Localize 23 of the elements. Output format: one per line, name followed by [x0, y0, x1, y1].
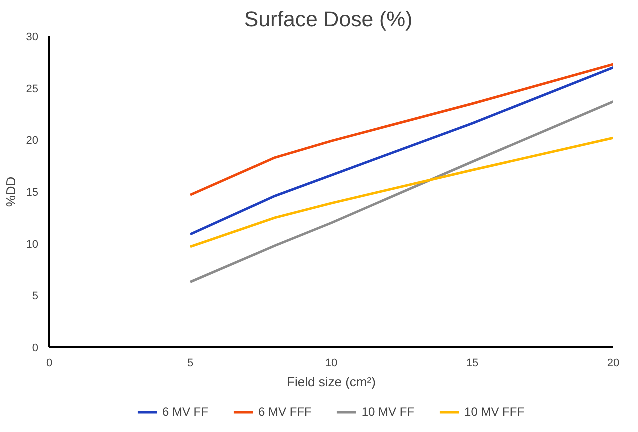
legend-label: 10 MV FFF: [464, 405, 525, 419]
line-series: [189, 63, 614, 196]
x-tick-label: 0: [46, 358, 53, 370]
line-series: [189, 136, 614, 248]
y-tick-label: 25: [26, 83, 39, 96]
legend-label: 6 MV FF: [162, 405, 208, 419]
x-tick-label: 10: [325, 358, 338, 370]
line-series: [189, 100, 614, 284]
y-tick-label: 5: [32, 290, 39, 303]
y-tick-label: 30: [26, 32, 39, 44]
chart-title: Surface Dose (%): [244, 8, 413, 32]
y-tick-label: 0: [32, 342, 39, 354]
legend-label: 10 MV FF: [362, 405, 415, 419]
line-series: [189, 66, 614, 236]
x-tick-label: 20: [607, 358, 620, 370]
y-tick-label: 15: [26, 187, 39, 199]
y-axis-title: %DD: [3, 176, 18, 208]
y-tick-label: 20: [26, 135, 39, 148]
y-tick-label: 10: [26, 238, 39, 251]
x-axis-title: Field size (cm²): [287, 374, 376, 390]
legend-label: 6 MV FFF: [258, 405, 312, 419]
x-tick-label: 5: [187, 358, 194, 370]
x-tick-label: 15: [466, 358, 479, 370]
